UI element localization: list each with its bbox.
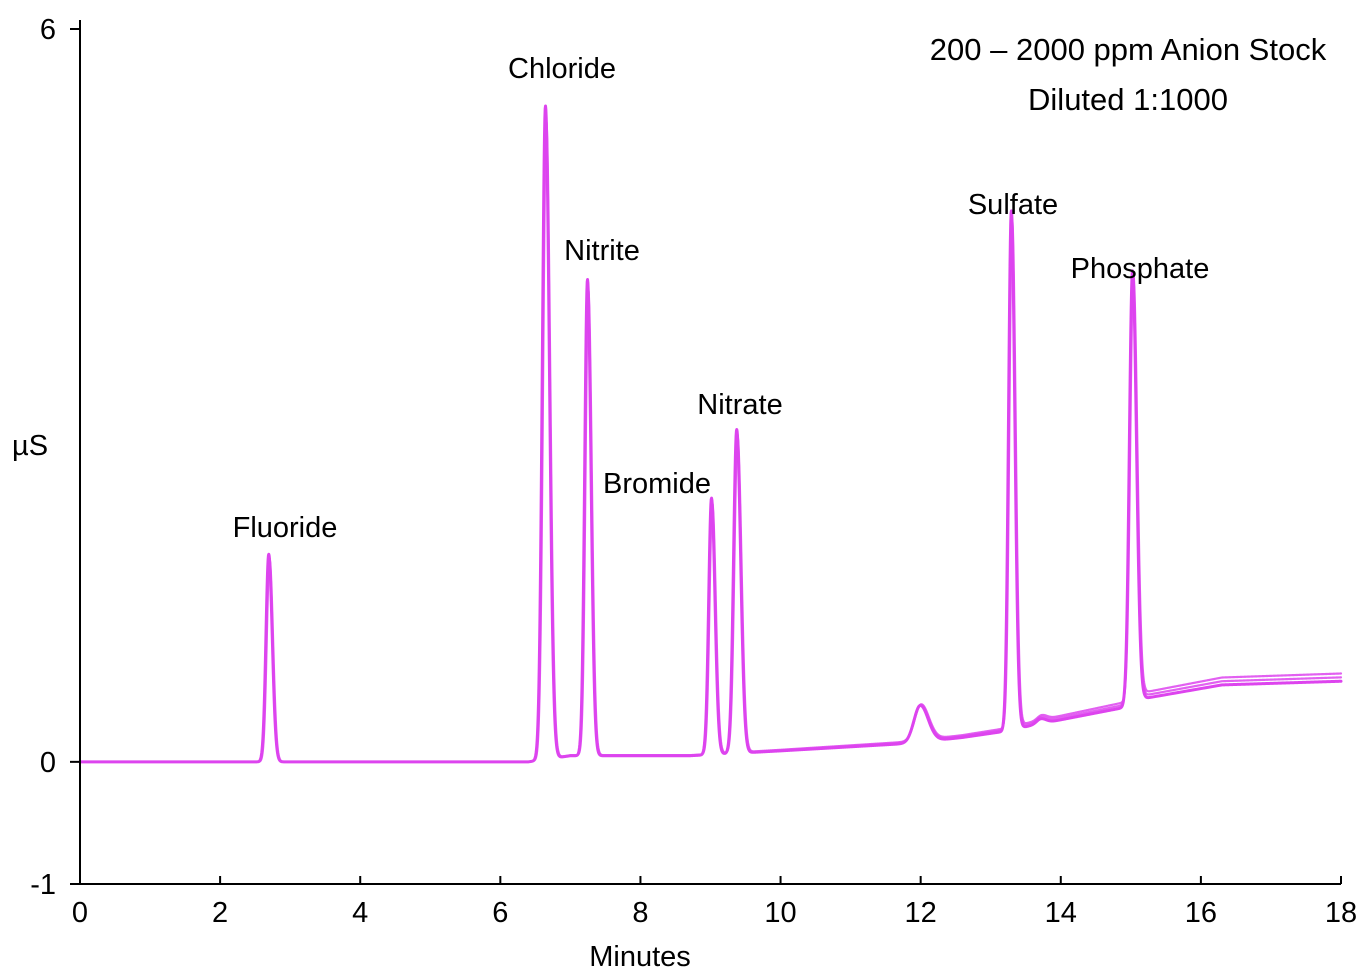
plot-traces [78, 104, 1343, 764]
peak-label-bromide: Bromide [603, 468, 711, 500]
x-tick-label-9: 18 [1325, 897, 1357, 929]
x-tick-label-2: 4 [352, 897, 368, 929]
peak-label-phosphate: Phosphate [1071, 253, 1210, 285]
y-tick-label-1: 0 [40, 747, 56, 779]
chromatogram-trace-2 [78, 112, 1343, 763]
peak-label-nitrite: Nitrite [564, 235, 640, 267]
y-axis-label: µS [12, 430, 48, 462]
y-tick-label-2: -1 [30, 869, 56, 901]
x-tick-label-8: 16 [1185, 897, 1217, 929]
peak-label-sulfate: Sulfate [968, 189, 1058, 221]
x-tick-label-6: 12 [905, 897, 937, 929]
axes [79, 20, 1341, 885]
x-tick-label-4: 8 [632, 897, 648, 929]
x-tick-label-0: 0 [72, 897, 88, 929]
x-tick-label-3: 6 [492, 897, 508, 929]
x-ticks: 0 2 4 6 8 10 12 14 16 18 [72, 876, 1357, 929]
peak-labels: Fluoride Chloride Nitrite Bromide Nitrate Sul… [233, 53, 1210, 544]
peak-label-chloride: Chloride [508, 53, 616, 85]
chart-title-line-2: Diluted 1:1000 [1028, 82, 1228, 117]
y-ticks: 6 0 -1 [30, 14, 80, 901]
x-tick-label-1: 2 [212, 897, 228, 929]
x-tick-label-7: 14 [1045, 897, 1077, 929]
x-axis-label: Minutes [589, 941, 691, 973]
peak-label-fluoride: Fluoride [233, 512, 338, 544]
y-tick-label-0: 6 [40, 14, 56, 46]
x-tick-label-5: 10 [764, 897, 796, 929]
chart-title-line-1: 200 – 2000 ppm Anion Stock [930, 32, 1327, 67]
peak-label-nitrate: Nitrate [697, 389, 782, 421]
chromatogram-trace-1 [78, 104, 1343, 764]
chromatogram-trace-3 [78, 120, 1343, 763]
